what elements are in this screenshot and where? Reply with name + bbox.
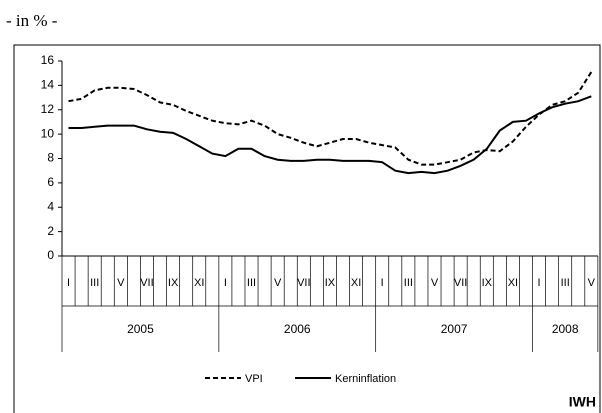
x-tick-label: XI — [194, 277, 204, 289]
series-line — [68, 95, 592, 175]
x-tick-label: I — [67, 277, 70, 289]
y-tick-label: 16 — [41, 53, 55, 67]
series-line — [68, 71, 593, 166]
legend-label: VPI — [245, 373, 263, 385]
chart-subtitle: - in % - — [6, 11, 58, 30]
chart-frame — [13, 44, 601, 413]
x-tick-label: I — [381, 277, 384, 289]
x-tick-label: I — [538, 277, 541, 289]
y-tick-label: 8 — [47, 151, 54, 165]
x-tick-label: XI — [351, 277, 361, 289]
y-tick-label: 4 — [47, 199, 54, 213]
year-label: 2005 — [127, 322, 154, 336]
x-tick-label: VII — [297, 277, 310, 289]
year-label: 2007 — [441, 322, 468, 336]
legend-label: Kerninflation — [335, 373, 396, 385]
y-tick-label: 14 — [41, 78, 55, 92]
x-tick-label: VII — [140, 277, 153, 289]
x-tick-label: V — [274, 277, 282, 289]
year-label: 2008 — [552, 322, 579, 336]
y-tick-label: 0 — [47, 248, 54, 262]
x-tick-label: III — [404, 277, 413, 289]
x-tick-label: I — [224, 277, 227, 289]
x-tick-label: XI — [508, 277, 518, 289]
x-tick-label: IX — [482, 277, 493, 289]
y-tick-label: 12 — [41, 102, 55, 116]
x-tick-label: III — [90, 277, 99, 289]
x-tick-label: V — [588, 277, 596, 289]
x-tick-label: V — [117, 277, 125, 289]
year-label: 2006 — [284, 322, 311, 336]
x-tick-label: IX — [168, 277, 179, 289]
y-tick-label: 2 — [47, 224, 54, 238]
x-tick-label: III — [561, 277, 570, 289]
source: IWH — [569, 394, 596, 410]
x-tick-label: VII — [454, 277, 467, 289]
x-tick-label: III — [247, 277, 256, 289]
x-tick-label: V — [431, 277, 439, 289]
y-tick-label: 10 — [41, 126, 55, 140]
x-tick-label: IX — [325, 277, 336, 289]
y-tick-label: 6 — [47, 175, 54, 189]
